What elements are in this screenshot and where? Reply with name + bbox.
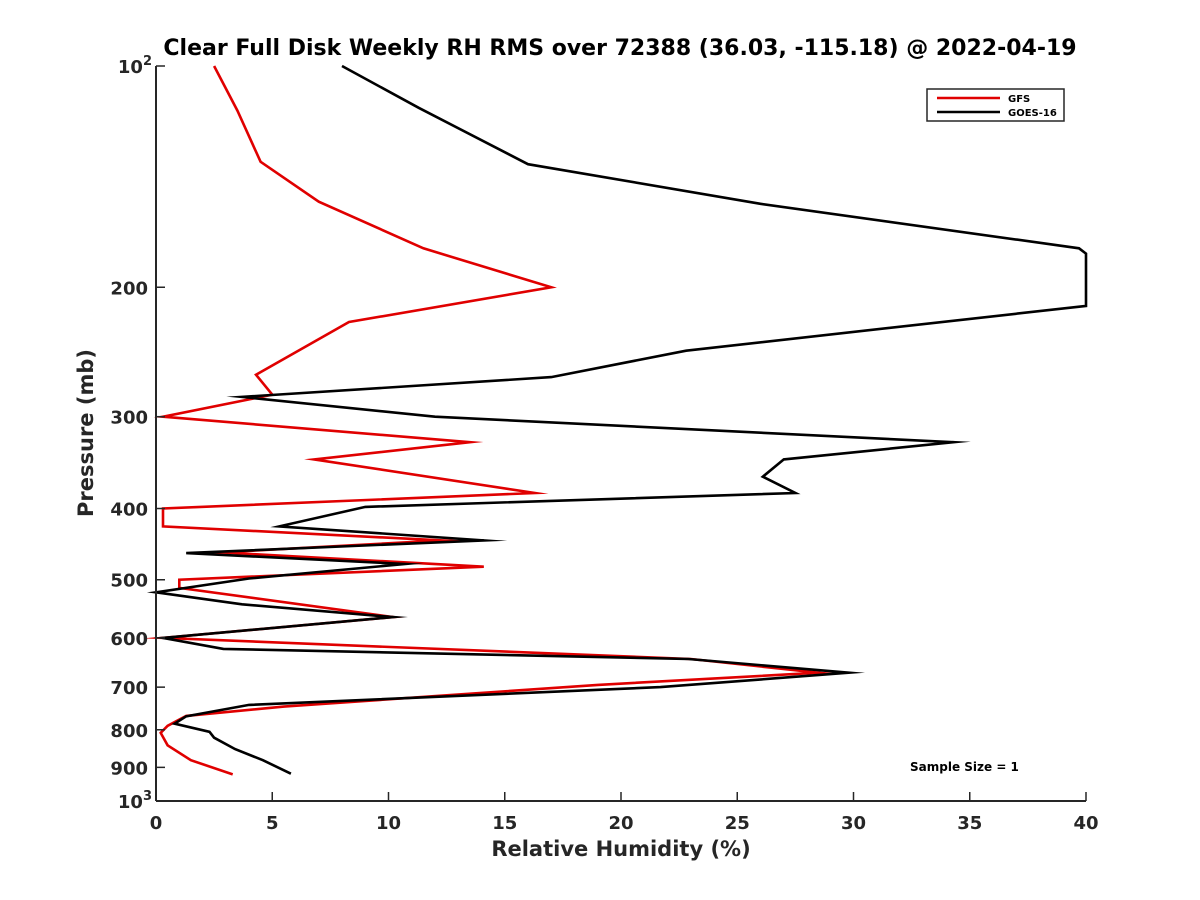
x-ticks: 0 5 10 15 20 25 30 35 40 (150, 792, 1099, 834)
y-tick-label: 700 (110, 678, 148, 699)
legend-label: GFS (1008, 94, 1030, 105)
sample-size-annotation: Sample Size = 1 (910, 760, 1019, 774)
y-tick-label: 102 (118, 54, 152, 78)
series-layer (143, 64, 1088, 776)
x-tick-label: 10 (376, 813, 401, 834)
x-tick-label: 20 (608, 813, 633, 834)
y-tick-label: 400 (110, 500, 148, 521)
x-tick-label: 15 (492, 813, 517, 834)
legend-label: GOES-16 (1008, 108, 1057, 119)
plot-background (156, 66, 1086, 801)
legend-box (926, 88, 1065, 122)
chart-title: Clear Full Disk Weekly RH RMS over 72388… (163, 36, 1076, 61)
legend-items: GFS GOES-16 (937, 94, 1057, 119)
x-tick-label: 0 (150, 813, 163, 834)
plot-area (143, 64, 1088, 802)
y-tick-label: 500 (110, 571, 148, 592)
x-tick-label: 30 (841, 813, 866, 834)
x-axis-title: Relative Humidity (%) (491, 837, 750, 861)
y-tick-label: 103 (118, 789, 152, 813)
y-ticks: 102 200 300 400 500 600 700 800 900 103 (110, 54, 165, 813)
x-tick-label: 5 (266, 813, 279, 834)
y-tick-label: 900 (110, 758, 148, 779)
y-axis-title: Pressure (mb) (74, 349, 98, 517)
x-tick-label: 25 (725, 813, 750, 834)
series-line-goes-16 (146, 64, 1088, 775)
legend: GFS GOES-16 (926, 88, 1065, 122)
y-tick-label: 800 (110, 721, 148, 742)
x-tick-label: 35 (957, 813, 982, 834)
y-tick-label: 600 (110, 629, 148, 650)
x-tick-label: 40 (1073, 813, 1098, 834)
y-tick-label: 300 (110, 408, 148, 429)
y-tick-label: 200 (110, 278, 148, 299)
